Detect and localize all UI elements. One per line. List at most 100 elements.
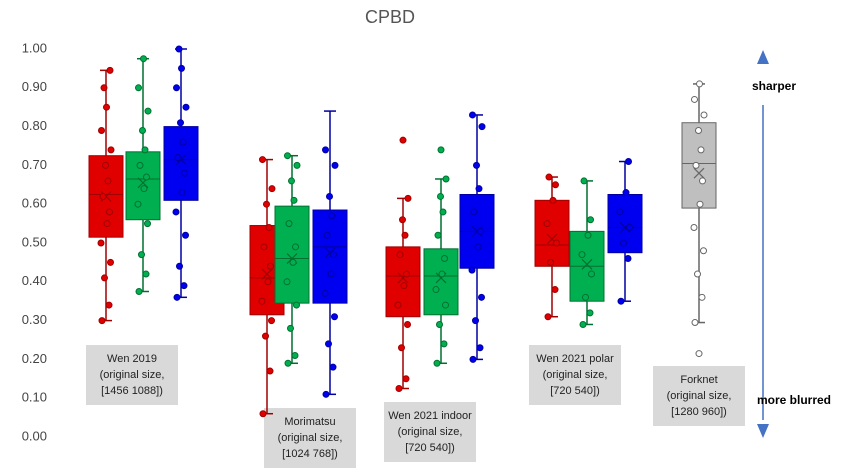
data-point	[101, 274, 108, 282]
box	[163, 126, 199, 201]
data-point	[547, 258, 554, 266]
data-point	[580, 177, 588, 185]
data-point	[396, 251, 404, 259]
data-point	[323, 231, 331, 239]
data-point	[587, 216, 594, 224]
mean-marker	[693, 167, 705, 179]
data-point	[264, 278, 272, 286]
group-label: (original size,	[100, 369, 165, 381]
label-box	[653, 366, 745, 426]
y-tick-label: 0.60	[22, 196, 47, 211]
data-point	[582, 293, 589, 301]
data-point	[107, 258, 114, 266]
data-point	[437, 192, 444, 200]
data-point	[331, 313, 338, 321]
data-point	[179, 138, 187, 146]
y-tick-label: 0.30	[22, 312, 47, 327]
data-point	[136, 161, 144, 169]
data-point	[625, 158, 632, 166]
data-point	[134, 200, 142, 208]
label-box	[86, 345, 178, 405]
data-point	[182, 231, 189, 239]
group-label: [1024 768])	[282, 448, 338, 460]
box	[423, 248, 459, 316]
data-point	[262, 332, 269, 340]
y-tick-label: 0.50	[22, 234, 47, 249]
data-point	[283, 278, 291, 286]
data-point	[552, 181, 559, 189]
data-point	[143, 173, 150, 181]
data-point	[140, 55, 147, 63]
group-label: Wen 2019	[107, 353, 157, 365]
data-point	[172, 208, 180, 216]
data-point	[695, 126, 702, 134]
data-point	[267, 262, 274, 270]
group-label: (original size,	[278, 432, 343, 444]
data-point	[135, 84, 142, 92]
data-point	[551, 286, 559, 294]
outlier	[399, 136, 407, 144]
data-point	[616, 208, 624, 216]
data-point	[326, 192, 333, 200]
data-point	[289, 258, 297, 266]
data-point	[691, 95, 698, 103]
data-point	[584, 231, 592, 239]
data-point	[331, 161, 339, 169]
data-point	[474, 243, 482, 251]
data-point	[624, 255, 632, 263]
data-point	[321, 289, 329, 297]
data-point	[180, 282, 188, 290]
mean-marker	[581, 258, 593, 270]
data-point	[404, 320, 411, 328]
data-point	[697, 146, 705, 154]
data-point	[432, 286, 440, 294]
annotation: more blurred	[757, 393, 831, 407]
data-point	[700, 247, 707, 255]
data-point	[438, 270, 446, 278]
data-point	[470, 208, 478, 216]
outlier	[695, 350, 703, 358]
data-point	[473, 161, 480, 169]
data-point	[696, 80, 703, 88]
data-point	[178, 189, 186, 197]
y-tick-label: 0.10	[22, 390, 47, 405]
data-point	[181, 169, 188, 177]
data-point	[98, 126, 105, 134]
data-point	[626, 223, 633, 231]
data-point	[288, 177, 295, 185]
data-point	[478, 293, 485, 301]
group-label: [720 540])	[405, 442, 455, 454]
data-point	[553, 239, 560, 247]
data-point	[174, 154, 182, 162]
data-point	[259, 156, 266, 164]
data-point	[258, 297, 266, 305]
data-point	[434, 231, 442, 239]
y-tick-label: 0.90	[22, 79, 47, 94]
data-point	[440, 340, 448, 348]
data-point	[99, 192, 107, 200]
box	[312, 209, 348, 304]
data-point	[97, 239, 105, 247]
data-point	[442, 175, 450, 183]
y-tick-label: 0.40	[22, 273, 47, 288]
data-point	[692, 161, 700, 169]
data-point	[469, 355, 477, 363]
y-tick-label: 0.70	[22, 157, 47, 172]
data-point	[260, 243, 268, 251]
label-box	[529, 345, 621, 405]
data-point	[588, 270, 595, 278]
data-point	[104, 177, 112, 185]
data-point	[403, 270, 410, 278]
data-point	[545, 173, 553, 181]
data-point	[144, 107, 152, 115]
data-point	[291, 352, 299, 360]
data-point	[173, 84, 180, 92]
data-point	[433, 359, 441, 367]
group-label: (original size,	[667, 390, 732, 402]
data-point	[401, 231, 409, 239]
data-point	[268, 185, 276, 193]
group-label: Wen 2021 polar	[536, 353, 614, 365]
data-point	[476, 344, 484, 352]
group-label: (original size,	[543, 369, 608, 381]
data-point	[617, 297, 625, 305]
